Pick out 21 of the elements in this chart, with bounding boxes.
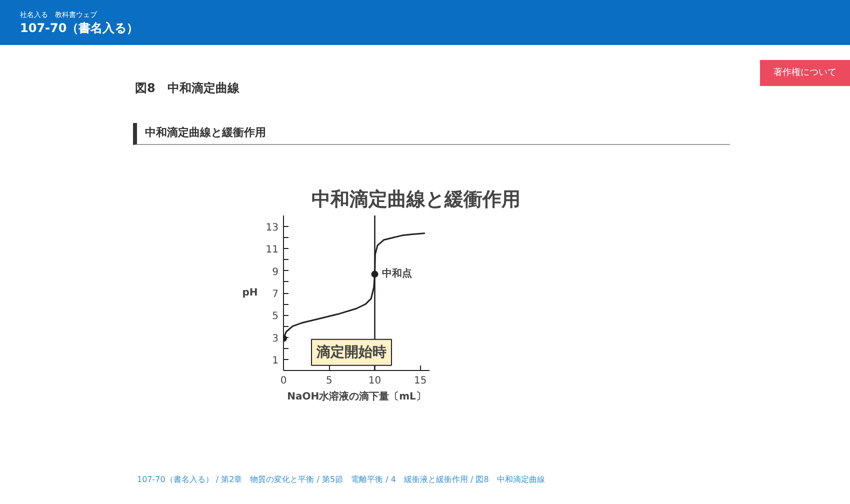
- y-tick-label: 13: [266, 222, 279, 234]
- x-tick-label: 0: [280, 376, 287, 386]
- text: 中和滴定曲線と緩衝作用: [133, 123, 730, 145]
- y-tick-label: 5: [272, 311, 279, 322]
- caption: 図8 中和滴定曲線: [135, 80, 240, 97]
- x-tick-label: 5: [326, 376, 332, 386]
- chart-title: 中和滴定曲線と緩衝作用: [312, 188, 520, 210]
- x-tick-label: 15: [414, 376, 427, 386]
- text: 107-70（書名入る）: [20, 20, 140, 37]
- y-tick-label: 1: [272, 355, 279, 366]
- x-axis-title: NaOH水溶液の滴下量〔mL〕: [287, 390, 426, 402]
- text: 著作権について: [760, 60, 850, 86]
- y-tick-label: 7: [272, 289, 279, 300]
- x-tick-label: 10: [368, 376, 382, 386]
- text: 107-70（書名入る） / 第2章 物質の変化と平衡 / 第5節 電離平衡 / 4 緩衝液と緩衝作用 / 図8 中和滴定曲線: [136, 474, 545, 486]
- y-axis-title: pH: [242, 288, 258, 298]
- y-tick-label: 9: [272, 266, 279, 278]
- y-tick-label: 3: [272, 333, 279, 344]
- annotation: 中和点: [382, 268, 412, 280]
- annotation: 滴定開始時: [316, 343, 386, 360]
- y-tick-label: 11: [266, 244, 279, 256]
